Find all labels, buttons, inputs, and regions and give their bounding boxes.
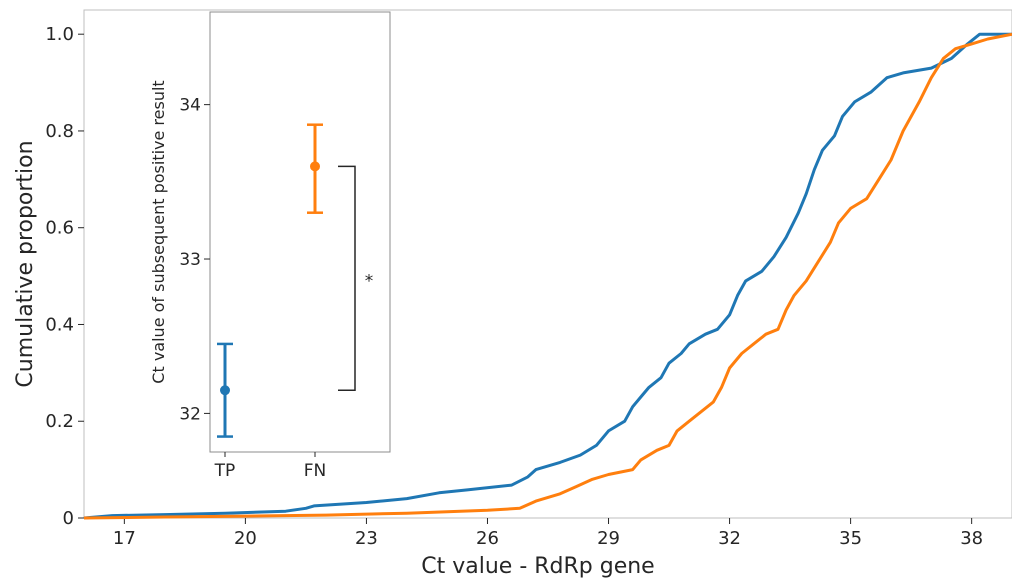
- main-series: [83, 32, 1012, 520]
- main-y-ticks: 0 0.2 0.4 0.6 0.8 1.0: [45, 24, 84, 529]
- inset-y-ticks: 32 33 34: [179, 96, 210, 424]
- inset-y-tick-label: 33: [179, 250, 201, 270]
- x-tick-label: 23: [355, 528, 378, 549]
- errorbar-tp: [217, 342, 233, 438]
- significance-marker: *: [365, 271, 374, 291]
- inset-y-tick-label: 32: [179, 404, 201, 424]
- bracket-line: [338, 165, 356, 391]
- series-line-1: [83, 32, 1012, 520]
- x-tick-label: 32: [718, 528, 741, 549]
- main-plot-frame: [83, 9, 1012, 519]
- y-tick-label: 0.8: [45, 121, 74, 142]
- main-x-ticks: 17 20 23 26 29 32 35 38: [113, 518, 983, 549]
- y-tick-label: 1.0: [45, 24, 74, 45]
- inset-x-tick-label: FN: [304, 461, 327, 481]
- x-tick-label: 26: [476, 528, 499, 549]
- mean-point: [310, 161, 320, 172]
- y-axis-label: Cumulative proportion: [13, 140, 38, 387]
- x-tick-label: 17: [113, 528, 136, 549]
- significance-bracket: *: [338, 165, 374, 391]
- x-tick-label: 38: [960, 528, 983, 549]
- y-tick-label: 0.2: [45, 411, 74, 432]
- series-line-0: [83, 32, 1012, 520]
- y-tick-label: 0.4: [45, 314, 74, 335]
- inset-y-axis-label: Ct value of subsequent positive result: [149, 80, 168, 383]
- inset-plot-frame: [209, 11, 391, 453]
- x-tick-label: 20: [234, 528, 257, 549]
- inset-x-tick-label: TP: [214, 461, 236, 481]
- inset-series: [217, 123, 323, 438]
- inset-x-ticks: TP FN: [214, 452, 327, 481]
- errorbar-fn: [307, 123, 323, 214]
- x-tick-label: 35: [839, 528, 862, 549]
- mean-point: [220, 385, 230, 396]
- inset-y-tick-label: 34: [179, 96, 201, 116]
- y-tick-label: 0: [63, 508, 74, 529]
- x-tick-label: 29: [597, 528, 620, 549]
- x-axis-label: Ct value - RdRp gene: [421, 554, 654, 579]
- y-tick-label: 0.6: [45, 218, 74, 239]
